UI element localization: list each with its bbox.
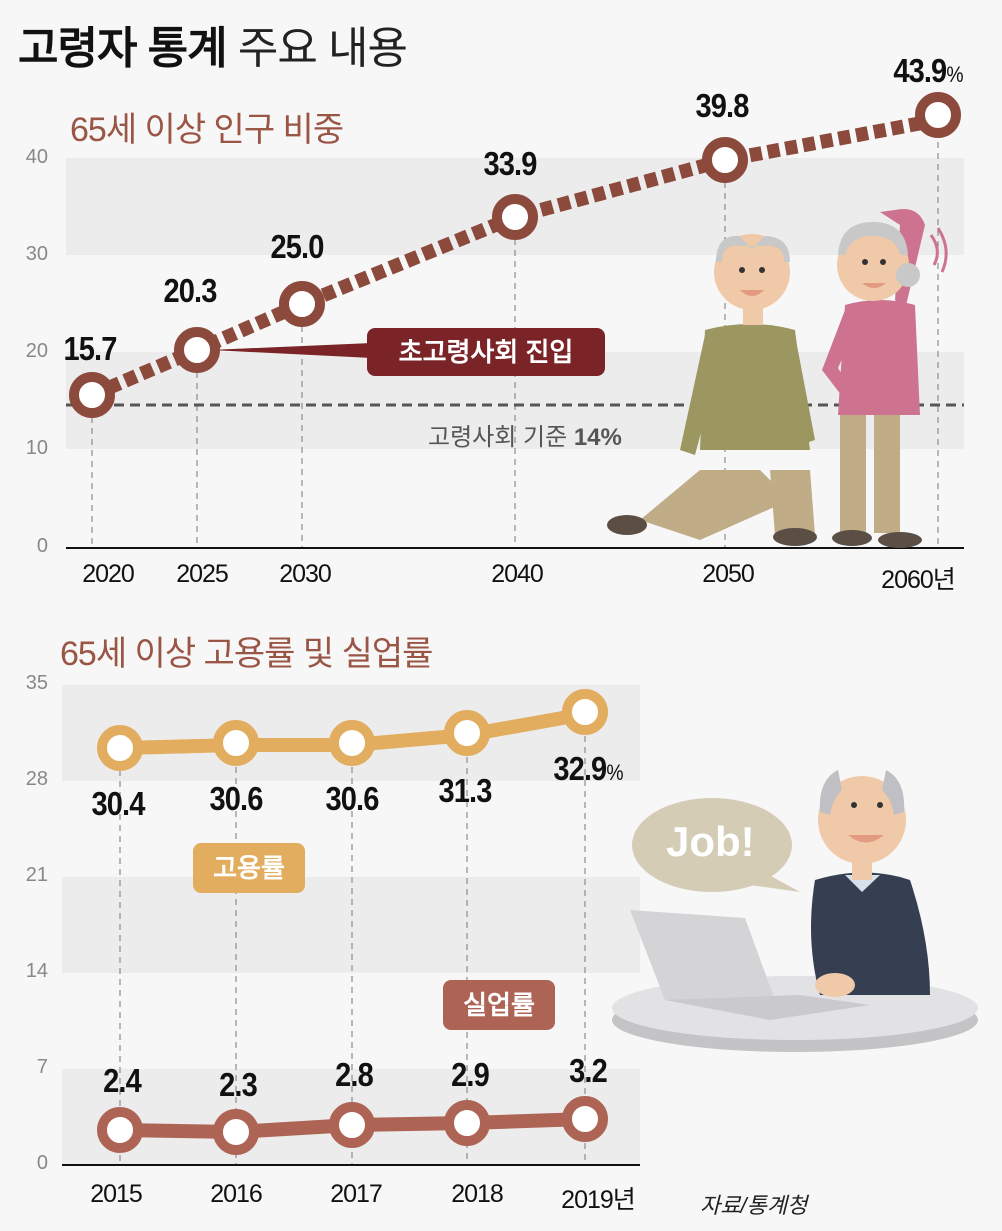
chart1-xtick: 2025 <box>176 560 229 588</box>
chart1-value-label: 15.7 <box>63 330 117 367</box>
chart2-ytick: 14 <box>25 960 48 982</box>
chart2-xtick-last: 2019년 <box>561 1186 636 1214</box>
employment-value-label: 30.4 <box>91 785 145 822</box>
page-title: 고령자 통계 주요 내용 <box>18 12 408 76</box>
chart2-xtick: 2015 <box>90 1180 143 1208</box>
employment-value-label-last: 32.9% <box>553 750 623 787</box>
unemployment-value-label: 2.4 <box>103 1062 142 1099</box>
chart1-value-label: 39.8 <box>695 87 749 124</box>
speech-bubble-text: Job! <box>666 818 755 865</box>
chart2-ytick: 35 <box>25 672 48 694</box>
chart1-xtick: 2020 <box>82 560 135 588</box>
unemployment-value-label: 2.3 <box>219 1066 258 1103</box>
chart1-xtick: 2040 <box>491 560 544 588</box>
chart2-ytick: 28 <box>25 768 48 790</box>
seniors-exercising-illustration <box>607 209 948 548</box>
chart1-ytick: 40 <box>25 146 48 168</box>
chart1-value-label-last: 43.9% <box>893 52 963 89</box>
unemployment-value-label: 2.8 <box>335 1056 374 1093</box>
chart1-xtick: 2030 <box>279 560 332 588</box>
chart2-ytick: 0 <box>36 1152 48 1174</box>
chart2-xtick: 2018 <box>451 1180 504 1208</box>
source-credit: 자료/통계청 <box>700 1193 808 1218</box>
employment-value-label: 30.6 <box>325 780 379 817</box>
employment-value-label: 31.3 <box>438 772 492 809</box>
chart1-value-label: 25.0 <box>270 228 324 265</box>
unemployment-value-label: 3.2 <box>569 1052 608 1089</box>
super-aged-society-badge: 초고령사회 진입 <box>367 328 605 376</box>
chart1-value-label: 20.3 <box>163 272 217 309</box>
title-light: 주요 내용 <box>237 24 408 73</box>
chart1-title: 65세 이상 인구 비중 <box>70 111 344 149</box>
chart2-xtick: 2017 <box>330 1180 383 1208</box>
employment-value-label: 30.6 <box>209 780 263 817</box>
chart2-title: 65세 이상 고용률 및 실업률 <box>60 635 433 673</box>
legend-employment-badge: 고용률 <box>193 843 305 893</box>
chart1-value-label: 33.9 <box>483 145 537 182</box>
legend-unemployment-badge: 실업률 <box>443 980 555 1030</box>
chart2-ytick: 21 <box>25 864 48 886</box>
reference-line-label: 고령사회 기준 14% <box>428 424 622 451</box>
chart2-ytick: 7 <box>36 1056 48 1078</box>
senior-laptop-illustration <box>612 770 978 1052</box>
chart2-xtick: 2016 <box>210 1180 263 1208</box>
chart1-ytick: 10 <box>25 437 48 459</box>
title-bold: 고령자 통계 <box>18 24 228 73</box>
chart1-ytick: 20 <box>25 340 48 362</box>
chart1-xtick-last: 2060년 <box>881 566 956 594</box>
chart1-ytick: 30 <box>25 243 48 265</box>
unemployment-value-label: 2.9 <box>451 1056 490 1093</box>
chart1-ytick: 0 <box>36 535 48 557</box>
chart1-xtick: 2050 <box>702 560 755 588</box>
